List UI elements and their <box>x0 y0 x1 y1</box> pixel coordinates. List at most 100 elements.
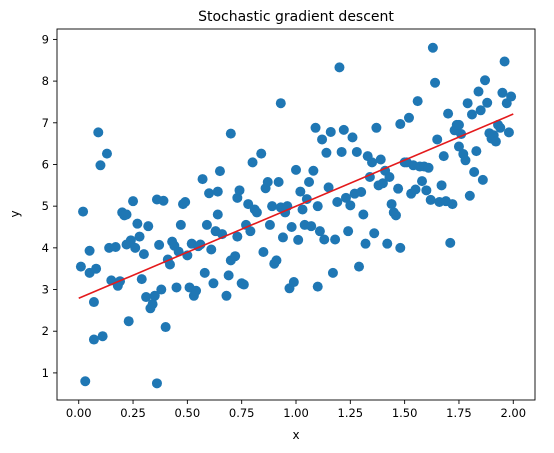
data-point <box>314 226 325 237</box>
data-point <box>291 164 301 175</box>
data-point <box>421 185 432 196</box>
data-point <box>204 188 215 199</box>
data-point <box>206 244 217 255</box>
data-point <box>382 238 393 249</box>
data-point <box>134 231 145 242</box>
data-point <box>430 77 441 88</box>
data-point <box>293 234 304 245</box>
data-point <box>225 128 236 139</box>
data-point <box>356 186 367 197</box>
data-point <box>340 192 351 203</box>
data-point <box>338 124 349 135</box>
data-point <box>386 199 397 210</box>
data-point <box>258 247 269 258</box>
data-point <box>304 176 315 187</box>
data-point <box>232 231 243 242</box>
data-point <box>506 91 517 102</box>
data-point <box>271 255 282 266</box>
data-point <box>154 239 165 250</box>
scatter-points <box>75 42 517 389</box>
data-point <box>423 162 434 173</box>
y-tick-label: 9 <box>42 32 49 46</box>
data-point <box>308 165 319 176</box>
data-point <box>238 279 249 290</box>
regression-line <box>78 113 514 300</box>
data-point <box>84 245 95 256</box>
data-point <box>453 119 464 130</box>
data-point <box>267 201 278 212</box>
data-point <box>390 210 401 221</box>
data-point <box>212 209 223 220</box>
data-point <box>310 122 321 133</box>
data-point <box>275 98 286 109</box>
data-point <box>377 178 388 189</box>
data-point <box>432 134 443 145</box>
data-point <box>436 180 447 191</box>
data-point <box>141 292 152 303</box>
y-tick-label: 4 <box>42 241 49 255</box>
data-point <box>358 209 369 220</box>
data-point <box>466 109 477 120</box>
data-point <box>125 235 136 246</box>
data-point <box>443 108 454 119</box>
data-point <box>477 174 488 185</box>
data-point <box>317 134 328 145</box>
data-point <box>132 218 143 229</box>
data-point <box>223 270 234 281</box>
data-point <box>312 281 323 292</box>
y-tick-label: 2 <box>42 324 49 338</box>
data-point <box>164 259 175 270</box>
data-point <box>367 157 378 168</box>
data-point <box>197 174 208 185</box>
y-tick-label: 7 <box>42 116 49 130</box>
data-point <box>403 112 414 123</box>
data-point <box>75 261 86 272</box>
data-point <box>232 192 243 203</box>
x-tick-label: 1.75 <box>446 406 472 420</box>
data-point <box>321 147 332 158</box>
data-point <box>384 171 395 182</box>
data-point <box>147 299 158 310</box>
data-point <box>460 155 471 166</box>
data-point <box>499 56 510 67</box>
y-tick-label: 5 <box>42 199 49 213</box>
data-point <box>327 267 338 278</box>
data-point <box>447 199 458 210</box>
data-point <box>88 297 99 308</box>
y-tick-label: 8 <box>42 74 49 88</box>
axes: 0.00 0.25 0.50 0.75 1.00 1.25 1.50 1.75 2.00 1 2 3 4… <box>42 28 536 420</box>
x-tick-label: 0.75 <box>229 406 255 420</box>
data-point <box>136 274 147 285</box>
data-point <box>121 209 132 220</box>
data-point <box>330 234 341 245</box>
data-point <box>286 222 297 233</box>
data-point <box>354 261 365 272</box>
data-point <box>277 232 288 243</box>
data-point <box>110 242 121 253</box>
data-point <box>156 284 167 295</box>
data-point <box>471 146 482 157</box>
data-point <box>393 183 404 194</box>
data-point <box>323 182 334 193</box>
data-point <box>301 194 312 205</box>
data-point <box>295 186 306 197</box>
data-point <box>438 151 449 162</box>
data-point <box>91 263 102 274</box>
data-point <box>273 176 284 187</box>
data-point <box>345 200 356 211</box>
data-point <box>245 226 256 237</box>
y-tick-label: 1 <box>42 366 49 380</box>
data-point <box>495 122 506 133</box>
data-point <box>427 42 438 53</box>
data-point <box>212 186 223 197</box>
data-point <box>360 238 371 249</box>
data-point <box>149 290 160 301</box>
data-point <box>221 290 232 301</box>
chart-title: Stochastic gradient descent <box>198 9 394 25</box>
data-point <box>130 242 141 253</box>
x-tick-label: 1.50 <box>392 406 418 420</box>
x-axis-label: x <box>292 428 299 442</box>
data-point <box>143 221 154 232</box>
